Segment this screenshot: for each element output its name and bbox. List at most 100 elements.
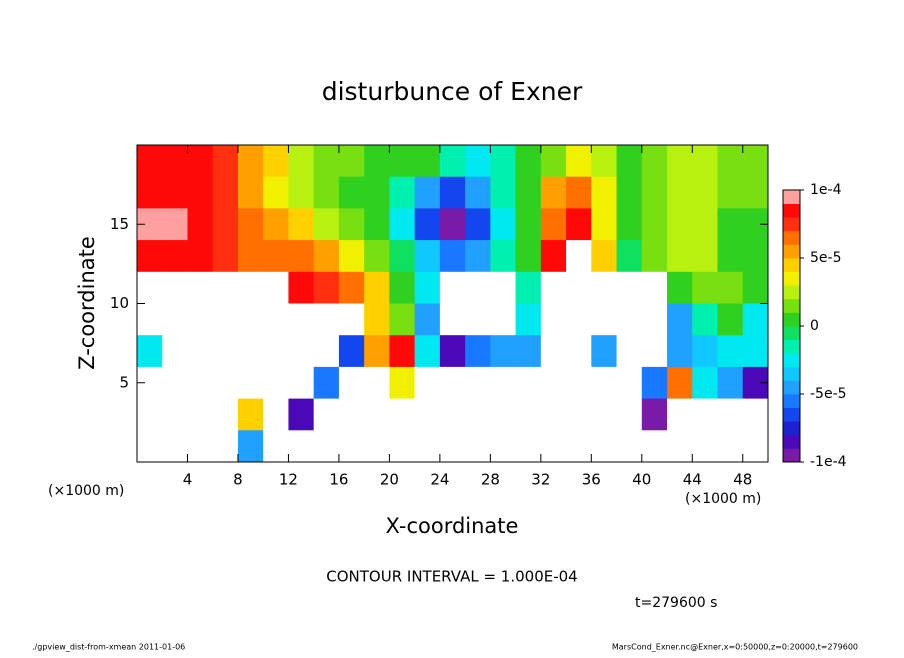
cell [263, 366, 289, 400]
x-tick-label: 28 [481, 471, 500, 489]
cell [389, 208, 416, 241]
x-tick-label: 24 [430, 471, 449, 489]
cell [187, 271, 214, 304]
cell [288, 366, 315, 400]
cell [515, 240, 542, 273]
cell [439, 398, 466, 431]
cell [237, 240, 264, 273]
colorbar-segment [783, 448, 800, 463]
field [137, 145, 769, 463]
cell [313, 176, 340, 209]
cell [364, 303, 390, 336]
cell [439, 176, 466, 209]
x-tick-label: 48 [733, 471, 752, 489]
cell [490, 145, 517, 178]
cell [566, 176, 592, 209]
cell [616, 271, 643, 304]
cell [263, 145, 289, 178]
cell [667, 398, 693, 431]
cell [490, 208, 517, 241]
cell [212, 240, 239, 273]
cell [742, 271, 769, 304]
cell [263, 176, 289, 209]
cell [641, 271, 668, 304]
cell [515, 398, 542, 431]
cell [263, 430, 289, 463]
cell [616, 398, 643, 431]
cell [490, 176, 517, 209]
cell [515, 366, 542, 400]
cell [389, 176, 416, 209]
cell [389, 145, 416, 178]
cell [313, 208, 340, 241]
cell [717, 176, 744, 209]
cell [616, 430, 643, 463]
cell [187, 398, 214, 431]
cell [616, 240, 643, 273]
cell [616, 208, 643, 241]
cell [490, 430, 517, 463]
cell [364, 240, 390, 273]
cell [465, 176, 491, 209]
time-note: t=279600 s [635, 595, 717, 611]
cell [338, 145, 365, 178]
cell [414, 176, 441, 209]
colorbar-tick-label: -5e-5 [810, 386, 847, 402]
cell [616, 303, 643, 336]
cell [667, 303, 693, 336]
cell [364, 398, 390, 431]
cell [212, 271, 239, 304]
cell [515, 176, 542, 209]
colorbar-segment [783, 434, 800, 449]
cell [137, 271, 163, 304]
cell [237, 430, 264, 463]
cell [540, 335, 567, 368]
cell [389, 366, 416, 400]
colorbar-segment [783, 217, 800, 232]
cell [591, 208, 618, 241]
cell [641, 208, 668, 241]
cell [263, 208, 289, 241]
cell [364, 335, 390, 368]
cell [212, 303, 239, 336]
cell [162, 335, 188, 368]
cell [641, 176, 668, 209]
cell [338, 366, 365, 400]
cell [338, 240, 365, 273]
cell [389, 303, 416, 336]
cell [616, 176, 643, 209]
cell [212, 430, 239, 463]
cell [137, 240, 163, 273]
cell [137, 430, 163, 463]
cell [566, 366, 592, 400]
cell [162, 176, 188, 209]
cell [313, 398, 340, 431]
cell [313, 240, 340, 273]
cell [667, 335, 693, 368]
cell [667, 240, 693, 273]
cell [313, 335, 340, 368]
cell [641, 145, 668, 178]
cell [641, 430, 668, 463]
cell [439, 145, 466, 178]
cell [515, 303, 542, 336]
x-tick-label: 32 [531, 471, 550, 489]
cell [313, 303, 340, 336]
cell [717, 208, 744, 241]
cell [439, 240, 466, 273]
cell [717, 145, 744, 178]
cell [717, 366, 744, 400]
cell [187, 240, 214, 273]
cell [490, 366, 517, 400]
cell [212, 176, 239, 209]
colorbar-tick-label: -1e-4 [810, 454, 847, 470]
cell [490, 271, 517, 304]
cell [439, 430, 466, 463]
y-axis-label: Z-coordinate [75, 236, 99, 370]
cell [692, 208, 719, 241]
cell [742, 240, 769, 273]
cell [641, 335, 668, 368]
colorbar-segment [783, 421, 800, 436]
cell [667, 430, 693, 463]
cell [465, 145, 491, 178]
